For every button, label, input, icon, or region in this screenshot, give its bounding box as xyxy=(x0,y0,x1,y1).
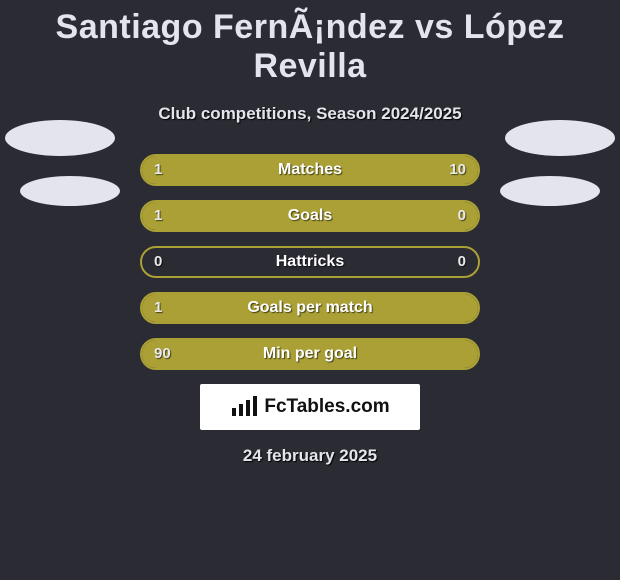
stat-row: Hattricks0 0 xyxy=(140,246,480,278)
stat-value-right: 0 xyxy=(458,248,466,276)
stat-row: Goals10 xyxy=(140,200,480,232)
avatar-player-right-2 xyxy=(500,176,600,206)
stat-row: Goals per match1 xyxy=(140,292,480,324)
stat-bar-right xyxy=(411,202,478,230)
avatar-player-left-1 xyxy=(5,120,115,156)
stat-bar-right xyxy=(202,156,478,184)
stat-bar-left xyxy=(142,294,478,322)
stat-value-left: 0 xyxy=(154,248,162,276)
stat-bar-left xyxy=(142,340,478,368)
badge-text: FcTables.com xyxy=(264,396,389,418)
fctables-badge[interactable]: FcTables.com xyxy=(200,384,420,430)
page-title: Santiago FernÃ¡ndez vs López Revilla xyxy=(0,0,620,86)
date: 24 february 2025 xyxy=(0,446,620,466)
subtitle: Club competitions, Season 2024/2025 xyxy=(0,104,620,124)
stat-row: Matches110 xyxy=(140,154,480,186)
stats-container: Matches110 Goals10 Hattricks0 0 Goals per ma… xyxy=(140,154,480,370)
stat-row: Min per goal90 xyxy=(140,338,480,370)
avatar-player-left-2 xyxy=(20,176,120,206)
stat-label: Hattricks xyxy=(142,248,478,276)
avatar-player-right-1 xyxy=(505,120,615,156)
stat-bar-left xyxy=(142,202,411,230)
bars-icon xyxy=(230,396,258,418)
stat-bar-left xyxy=(142,156,202,184)
